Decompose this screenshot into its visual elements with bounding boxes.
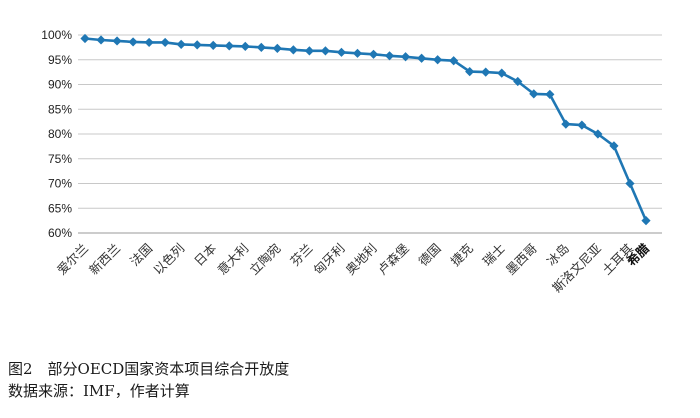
data-point — [417, 53, 427, 63]
data-point — [561, 119, 571, 129]
x-tick-label: 冰岛 — [544, 241, 572, 269]
data-point — [529, 89, 539, 99]
y-tick-label: 80% — [48, 127, 72, 141]
data-point — [256, 42, 266, 52]
y-tick-label: 100% — [41, 28, 72, 42]
data-point — [433, 55, 443, 65]
y-axis: 60% 65% 70% 75% 80% 85% 90% 95% 100% — [41, 28, 72, 240]
data-point — [272, 43, 282, 53]
x-tick-label: 立陶宛 — [246, 241, 283, 278]
x-tick-label: 德国 — [415, 241, 443, 269]
data-point — [160, 37, 170, 48]
x-tick-label: 墨西哥 — [503, 241, 540, 278]
data-point — [304, 46, 314, 56]
data-point — [80, 33, 90, 44]
data-point — [449, 56, 459, 66]
x-tick-label: 新西兰 — [86, 241, 123, 278]
x-tick-label: 爱尔兰 — [54, 241, 91, 278]
x-tick-label: 法国 — [127, 241, 155, 269]
x-tick-label: 匈牙利 — [310, 241, 347, 278]
y-tick-label: 60% — [48, 226, 72, 240]
data-point — [384, 51, 395, 61]
data-point — [240, 41, 250, 51]
data-point — [545, 89, 555, 99]
y-tick-label: 75% — [48, 152, 72, 166]
data-point — [288, 45, 298, 55]
x-tick-label: 芬兰 — [287, 241, 315, 269]
x-tick-label: 意大利 — [214, 241, 251, 278]
data-point — [641, 216, 651, 226]
figure-caption: 图2 部分OECD国家资本项目综合开放度 — [8, 360, 290, 378]
data-point — [577, 120, 587, 130]
y-tick-label: 95% — [48, 53, 72, 67]
x-tick-label: 捷克 — [448, 241, 476, 269]
data-point — [625, 178, 635, 189]
x-tick-label: 奥地利 — [343, 241, 380, 278]
data-point — [96, 35, 106, 45]
data-point — [400, 52, 411, 62]
x-tick-label: 以色列 — [150, 241, 187, 278]
data-point — [609, 141, 619, 151]
gridlines — [78, 34, 662, 234]
data-point — [481, 67, 491, 77]
data-point — [368, 49, 379, 59]
y-tick-label: 65% — [48, 201, 72, 215]
data-point — [144, 37, 154, 48]
data-source-note: 数据来源：IMF，作者计算 — [8, 382, 190, 400]
data-point — [497, 68, 507, 78]
series-line — [84, 37, 648, 222]
data-point — [208, 40, 218, 50]
y-tick-label: 70% — [48, 177, 72, 191]
data-point — [176, 39, 186, 50]
data-point — [224, 41, 234, 51]
chart-area: 60% 65% 70% 75% 80% 85% 90% 95% 100% 爱尔兰 新西兰 法国 以色列… — [41, 28, 662, 295]
data-point — [593, 129, 603, 139]
data-point — [112, 36, 122, 46]
data-point — [352, 48, 363, 58]
data-line — [84, 37, 648, 222]
data-point — [513, 76, 523, 87]
data-point — [128, 37, 138, 47]
data-point — [320, 46, 331, 56]
x-axis: 爱尔兰新西兰 法国以色列 日本意大利立陶宛 芬兰匈牙利奥地利卢森堡 德国 捷克 瑞士墨西哥冰… — [54, 240, 652, 295]
x-tick-label: 卢森堡 — [375, 240, 412, 277]
y-tick-label: 90% — [48, 78, 72, 92]
y-tick-label: 85% — [48, 102, 72, 116]
series-markers — [80, 33, 651, 226]
x-tick-label: 瑞士 — [480, 241, 508, 269]
data-point — [336, 47, 347, 57]
data-point — [465, 67, 475, 77]
x-tick-label: 日本 — [191, 240, 220, 269]
data-point — [192, 40, 202, 50]
